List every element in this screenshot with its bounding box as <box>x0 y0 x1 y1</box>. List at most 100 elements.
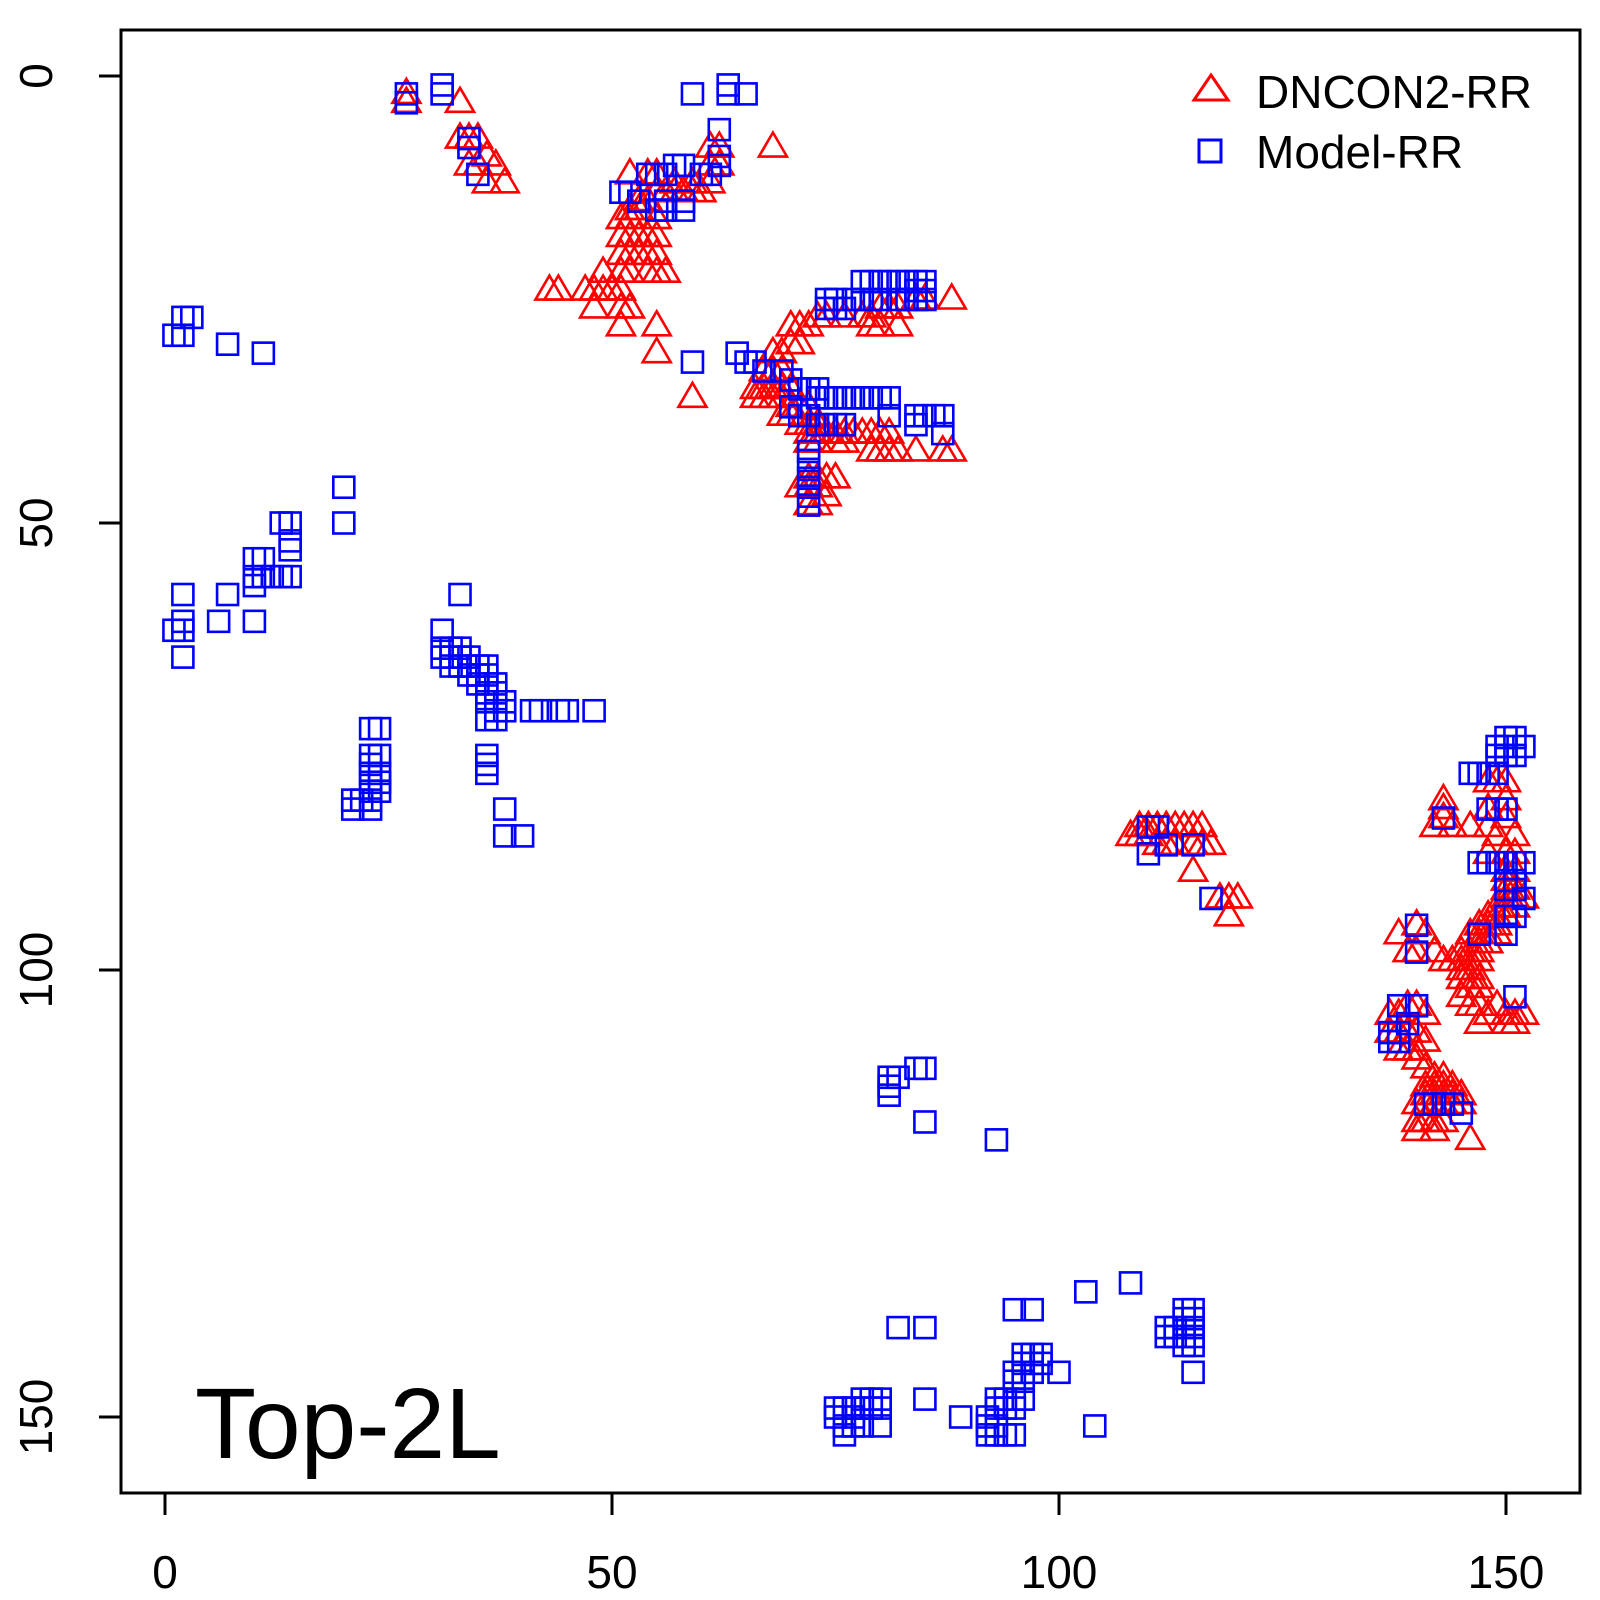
square-point <box>832 1423 857 1447</box>
square-point <box>1074 1280 1098 1304</box>
triangle-point <box>863 308 897 337</box>
square-point <box>367 779 392 804</box>
square-point <box>331 511 356 535</box>
square-point <box>430 618 454 643</box>
square-point <box>725 341 749 365</box>
square-point <box>1181 1297 1205 1322</box>
triangle-point <box>1221 880 1255 909</box>
triangle-point <box>694 165 727 194</box>
square-point <box>475 761 499 786</box>
square-point <box>1404 993 1429 1018</box>
square-point <box>1503 743 1527 768</box>
square-point <box>716 82 741 106</box>
triangle-point <box>935 433 968 462</box>
square-point <box>868 287 893 312</box>
triangle-point <box>640 335 673 364</box>
square-point <box>743 350 767 374</box>
square-point <box>206 609 231 634</box>
square-point <box>555 698 580 723</box>
square-point <box>832 296 857 321</box>
y-tick-label: 100 <box>10 932 62 1009</box>
square-point <box>1485 761 1509 786</box>
square-point <box>1002 1423 1027 1447</box>
square-point <box>430 82 454 106</box>
x-tick-label: 150 <box>1468 1546 1545 1598</box>
triangle-point <box>1400 934 1433 963</box>
square-point <box>778 394 803 419</box>
square-point <box>1386 1029 1411 1054</box>
square-point <box>358 716 383 741</box>
square-point <box>492 824 517 848</box>
triangle-point <box>1498 818 1532 847</box>
square-point <box>475 752 499 777</box>
triangle-point <box>685 174 718 203</box>
square-point <box>877 403 901 428</box>
square-point <box>430 73 454 97</box>
triangle-point <box>676 380 709 409</box>
x-tick-label: 0 <box>152 1546 178 1598</box>
square-point <box>1503 985 1527 1009</box>
square-point <box>1145 815 1170 839</box>
square-point <box>1011 1387 1036 1411</box>
square-point <box>492 698 517 723</box>
square-point <box>984 1128 1009 1152</box>
triangle-point <box>640 201 673 230</box>
square-point <box>510 824 535 848</box>
triangle-point <box>1498 1006 1532 1034</box>
triangle-point <box>1498 836 1532 865</box>
square-point <box>475 689 499 714</box>
y-tick-label: 50 <box>10 497 62 548</box>
square-point <box>1181 1333 1205 1358</box>
square-point <box>278 511 302 535</box>
triangle-point <box>881 308 915 337</box>
square-point <box>913 1056 937 1081</box>
triangle-point <box>1185 809 1219 838</box>
square-point <box>171 323 195 348</box>
plot-marks <box>162 73 1541 1447</box>
square-point <box>242 573 267 598</box>
square-point <box>1029 1342 1053 1367</box>
square-point <box>582 698 606 723</box>
square-point <box>1404 913 1429 938</box>
square-point <box>367 716 392 741</box>
square-point <box>1467 922 1491 947</box>
triangle-point <box>390 85 423 114</box>
y-tick-label: 0 <box>10 63 62 89</box>
triangle-point <box>1418 809 1451 838</box>
square-point <box>483 681 508 705</box>
triangle-point <box>604 308 638 337</box>
square-point <box>1181 1360 1205 1385</box>
square-point <box>877 1083 901 1107</box>
triangle-point <box>801 487 834 516</box>
square-point <box>796 403 821 428</box>
square-point <box>653 162 678 187</box>
square-point <box>1047 1360 1071 1385</box>
square-point <box>850 1414 875 1438</box>
square-point <box>215 332 240 357</box>
square-point <box>1503 904 1527 929</box>
square-point <box>171 618 195 643</box>
square-point <box>886 1065 910 1090</box>
square-point <box>778 368 803 392</box>
square-point <box>886 1315 910 1340</box>
square-point <box>913 1110 937 1134</box>
triangle-point <box>1489 782 1523 811</box>
triangle-point <box>1453 1122 1487 1151</box>
square-point <box>948 1405 973 1429</box>
x-axis: 0 50 100 150 <box>152 1491 1545 1598</box>
triangle-point <box>703 147 736 176</box>
square-point <box>162 618 186 643</box>
triangle-point <box>1462 970 1496 999</box>
legend-square-icon <box>1197 138 1223 164</box>
square-point <box>1136 841 1161 866</box>
square-point <box>671 153 696 178</box>
square-point <box>331 475 356 500</box>
triangle-point <box>783 326 817 355</box>
x-tick-label: 100 <box>1021 1546 1098 1598</box>
triangle-point <box>1436 809 1469 838</box>
square-point <box>671 198 696 222</box>
square-point <box>841 1405 866 1429</box>
square-point <box>698 162 723 187</box>
triangle-point <box>1471 836 1505 865</box>
